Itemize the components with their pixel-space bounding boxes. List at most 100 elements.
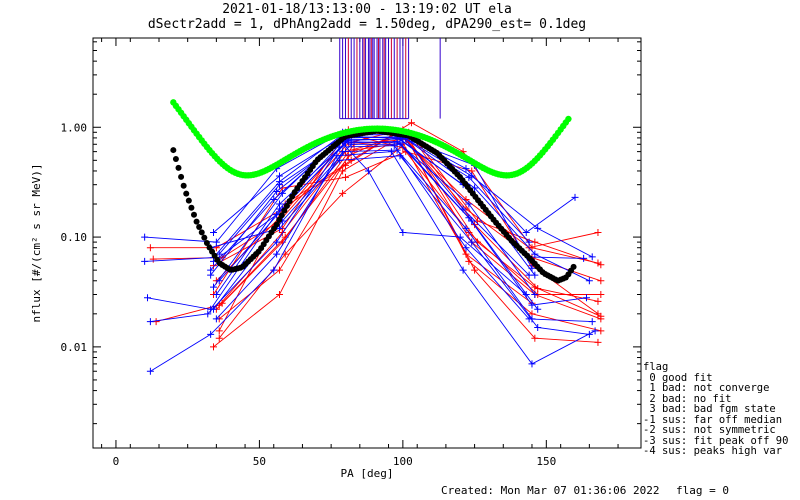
blue-series-marker [387, 148, 395, 156]
blue-series-marker [465, 200, 473, 208]
red-series-marker [594, 297, 602, 305]
chart-title-line1: 2021-01-18/13:13:00 - 13:19:02 UT ela [222, 2, 512, 17]
blue-series-marker [459, 266, 467, 274]
blue-series-marker [212, 238, 220, 246]
red-series-marker [146, 244, 154, 252]
blue-series-marker [336, 156, 344, 164]
black-fit-point [196, 223, 203, 230]
blue-series-marker [571, 193, 579, 201]
blue-series-marker [456, 233, 464, 241]
blue-series-marker [528, 360, 536, 368]
blue-series-marker [275, 200, 283, 208]
red-series-marker [210, 343, 218, 351]
flag-legend-item: -4 sus: peaks high var [643, 445, 783, 457]
blue-series-marker [207, 330, 215, 338]
blue-series-marker [212, 315, 220, 323]
black-fit-point [289, 193, 296, 200]
blue-series-marker [210, 283, 218, 291]
blue-series-marker [580, 254, 588, 262]
blue-series-marker [468, 217, 476, 225]
red-series-marker [594, 310, 602, 318]
created-timestamp: Created: Mon Mar 07 01:36:06 2022 [441, 484, 660, 497]
black-fit-point [185, 197, 192, 204]
blue-series-marker [531, 290, 539, 298]
black-fit-point [570, 263, 577, 270]
blue-series-marker [393, 146, 401, 154]
blue-series-marker [339, 148, 347, 156]
blue-series-line [218, 136, 533, 282]
red-series-line [153, 129, 601, 320]
red-series-marker [407, 119, 415, 127]
black-fit-point [281, 207, 288, 214]
blue-series-marker [462, 224, 470, 232]
blue-series-marker [275, 172, 283, 180]
black-fit-point [188, 204, 195, 211]
blue-series-marker [390, 142, 398, 150]
blue-series-marker [522, 229, 530, 237]
blue-series-marker [465, 173, 473, 181]
blue-series-marker [585, 277, 593, 285]
red-series-marker [339, 189, 347, 197]
blue-series-marker [212, 290, 220, 298]
black-fit-point [276, 216, 283, 223]
blue-series-marker [459, 205, 467, 213]
blue-series-marker [468, 172, 476, 180]
blue-series-marker [588, 318, 596, 326]
flag-legend-item: -1 sus: far off median [643, 413, 783, 426]
blue-series-marker [462, 244, 470, 252]
blue-series-marker [275, 181, 283, 189]
blue-series-marker [141, 257, 149, 265]
blue-series-marker [468, 238, 476, 246]
black-fit-point [193, 218, 200, 225]
blue-series-marker [396, 152, 404, 160]
peak-ticks [339, 38, 441, 120]
black-fit-point [172, 155, 179, 162]
blue-series-marker [534, 305, 542, 313]
y-tick-label: 0.01 [61, 341, 88, 354]
blue-series-marker [146, 318, 154, 326]
black-fit-point [183, 190, 190, 197]
red-series-marker [275, 290, 283, 298]
red-series-marker [149, 255, 157, 263]
blue-series-marker [528, 264, 536, 272]
black-fit-point [190, 211, 197, 218]
blue-series-marker [210, 229, 218, 237]
black-fit-point [170, 147, 177, 154]
blue-series-marker [278, 189, 286, 197]
blue-series-marker [333, 152, 341, 160]
flag-legend-item: 3 bad: bad fgm state [643, 403, 776, 415]
blue-series-marker [588, 253, 596, 261]
x-tick-label: 50 [253, 455, 266, 468]
green-fit-point [565, 115, 572, 123]
blue-series-marker [215, 277, 223, 285]
y-axis-label: nflux [#/(cm² s sr MeV)] [30, 164, 43, 323]
blue-series-line [210, 155, 590, 335]
blue-series-marker [528, 315, 536, 323]
red-series-marker [531, 334, 539, 342]
black-fit-point [203, 240, 210, 247]
blue-series-marker [534, 324, 542, 332]
axis-ticks: 0 50 100 150 0.01 0.10 1.00 [61, 38, 641, 468]
x-tick-label: 100 [393, 455, 413, 468]
blue-series-marker [396, 140, 404, 148]
blue-series-marker [525, 271, 533, 279]
red-series-marker [350, 146, 358, 154]
red-series-marker [597, 277, 605, 285]
blue-series-marker [273, 238, 281, 246]
red-series-marker [215, 334, 223, 342]
y-tick-label: 0.10 [61, 231, 88, 244]
blue-series-marker [270, 266, 278, 274]
blue-series-marker [525, 238, 533, 246]
red-series-marker [339, 167, 347, 175]
x-axis-label: PA [deg] [341, 467, 394, 480]
flag-legend-item: 0 good fit [643, 371, 713, 384]
red-series-marker [341, 173, 349, 181]
chart-title-line2: dSectr2add = 1, dPhAng2add = 1.50deg, dP… [148, 17, 586, 32]
blue-series-marker [275, 224, 283, 232]
blue-series-marker [531, 250, 539, 258]
flag-legend-title: flag [643, 361, 669, 373]
blue-series-marker [347, 140, 355, 148]
blue-series-marker [141, 233, 149, 241]
blue-series-line [150, 151, 596, 372]
